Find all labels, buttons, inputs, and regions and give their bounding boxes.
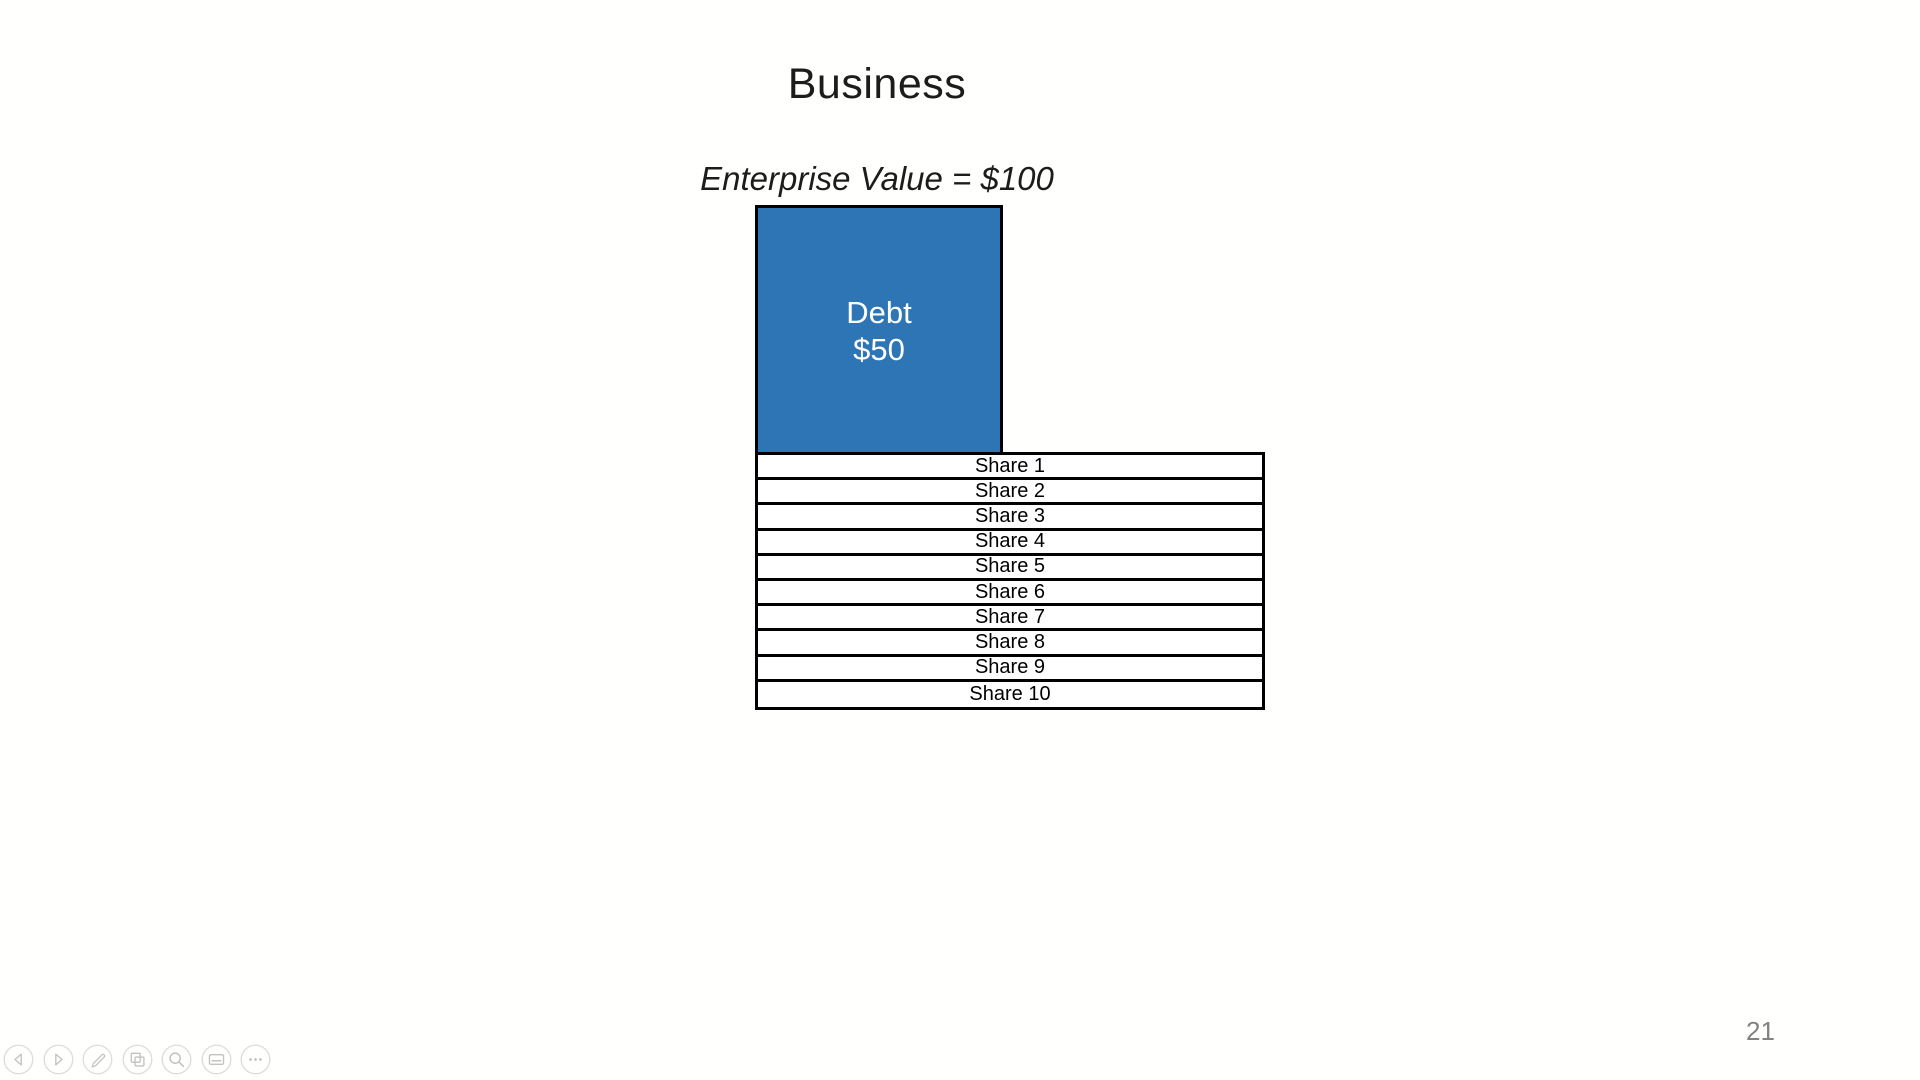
share-row: Share 5 (758, 555, 1262, 581)
share-row: Share 1 (758, 455, 1262, 481)
debt-box-value: $50 (853, 331, 905, 367)
ellipsis-icon (240, 1044, 271, 1075)
pen-tools-button[interactable] (82, 1044, 113, 1075)
share-row: Share 6 (758, 581, 1262, 607)
presenter-toolbar (3, 1044, 271, 1075)
slide-title: Business (787, 60, 967, 108)
see-all-slides-icon (122, 1044, 152, 1075)
more-options-button[interactable] (240, 1044, 271, 1075)
zoom-slide-button[interactable] (161, 1044, 192, 1075)
share-row: Share 7 (758, 606, 1262, 632)
enterprise-value-caption: Enterprise Value = $100 (700, 160, 1054, 197)
share-row: Share 9 (758, 656, 1262, 682)
captions-icon (201, 1044, 231, 1075)
previous-slide-button[interactable] (3, 1044, 34, 1075)
share-row: Share 10 (758, 681, 1262, 707)
share-table: Share 1 Share 2 Share 3 Share 4 Share 5 … (755, 452, 1265, 710)
next-slide-button[interactable] (43, 1044, 74, 1075)
debt-box-label: Debt (846, 294, 912, 330)
debt-box: Debt $50 (755, 205, 1003, 456)
share-row: Share 3 (758, 505, 1262, 531)
slide-page-number: 21 (1746, 1016, 1775, 1046)
magnifier-icon (161, 1044, 192, 1075)
captions-button[interactable] (201, 1044, 232, 1075)
pen-icon (82, 1044, 113, 1075)
previous-slide-icon (3, 1044, 34, 1075)
next-slide-icon (43, 1044, 73, 1075)
share-row: Share 8 (758, 631, 1262, 657)
share-row: Share 2 (758, 480, 1262, 506)
share-row: Share 4 (758, 530, 1262, 556)
see-all-slides-button[interactable] (122, 1044, 153, 1075)
